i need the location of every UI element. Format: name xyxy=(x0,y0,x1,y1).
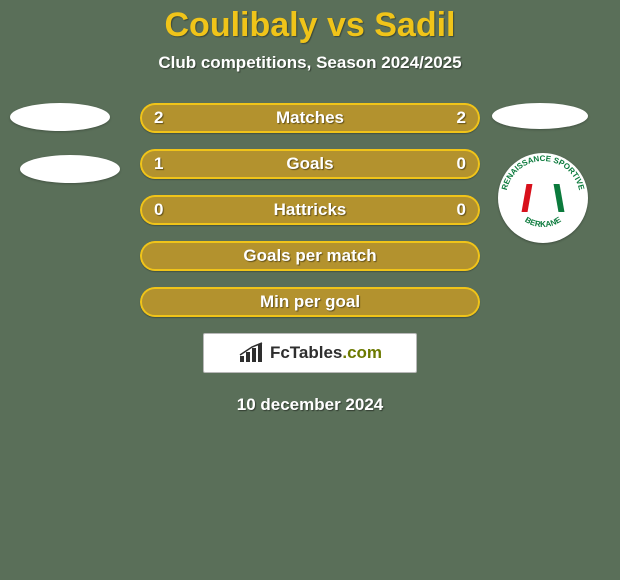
stat-row: Min per goal xyxy=(140,287,480,317)
page-subtitle: Club competitions, Season 2024/2025 xyxy=(0,53,620,73)
stat-value-right: 2 xyxy=(457,103,466,133)
stat-value-left: 1 xyxy=(154,149,163,179)
right-shape-1 xyxy=(492,103,588,129)
stat-rows: Matches22Goals10Hattricks00Goals per mat… xyxy=(140,103,480,317)
stat-row: Matches2 2 xyxy=(140,103,480,133)
brand-suffix: .com xyxy=(342,343,382,362)
stat-label: Goals xyxy=(140,149,480,179)
stat-value-left: 2 xyxy=(154,103,163,133)
stat-row: Goals per match xyxy=(140,241,480,271)
brand-text: FcTables.com xyxy=(270,343,382,363)
comparison-stage: RENAISSANCE SPORTIVE BERKANE Matches2 2 Go… xyxy=(0,103,620,317)
left-shape-1 xyxy=(10,103,110,131)
stat-label: Min per goal xyxy=(140,287,480,317)
page-title: Coulibaly vs Sadil xyxy=(0,0,620,45)
stat-label: Matches xyxy=(140,103,480,133)
bar-chart-icon xyxy=(238,342,264,364)
stat-label: Goals per match xyxy=(140,241,480,271)
stat-row: Goals1 0 xyxy=(140,149,480,179)
brand-main: FcTables xyxy=(270,343,342,362)
stat-label: Hattricks xyxy=(140,195,480,225)
brand-box: FcTables.com xyxy=(203,333,417,373)
date-text: 10 december 2024 xyxy=(0,395,620,415)
stat-row: Hattricks0 0 xyxy=(140,195,480,225)
stat-value-left: 0 xyxy=(154,195,163,225)
stat-value-right: 0 xyxy=(457,149,466,179)
club-badge: RENAISSANCE SPORTIVE BERKANE xyxy=(498,153,588,243)
stat-value-right: 0 xyxy=(457,195,466,225)
left-shape-2 xyxy=(20,155,120,183)
club-badge-ring: RENAISSANCE SPORTIVE BERKANE xyxy=(498,153,588,243)
